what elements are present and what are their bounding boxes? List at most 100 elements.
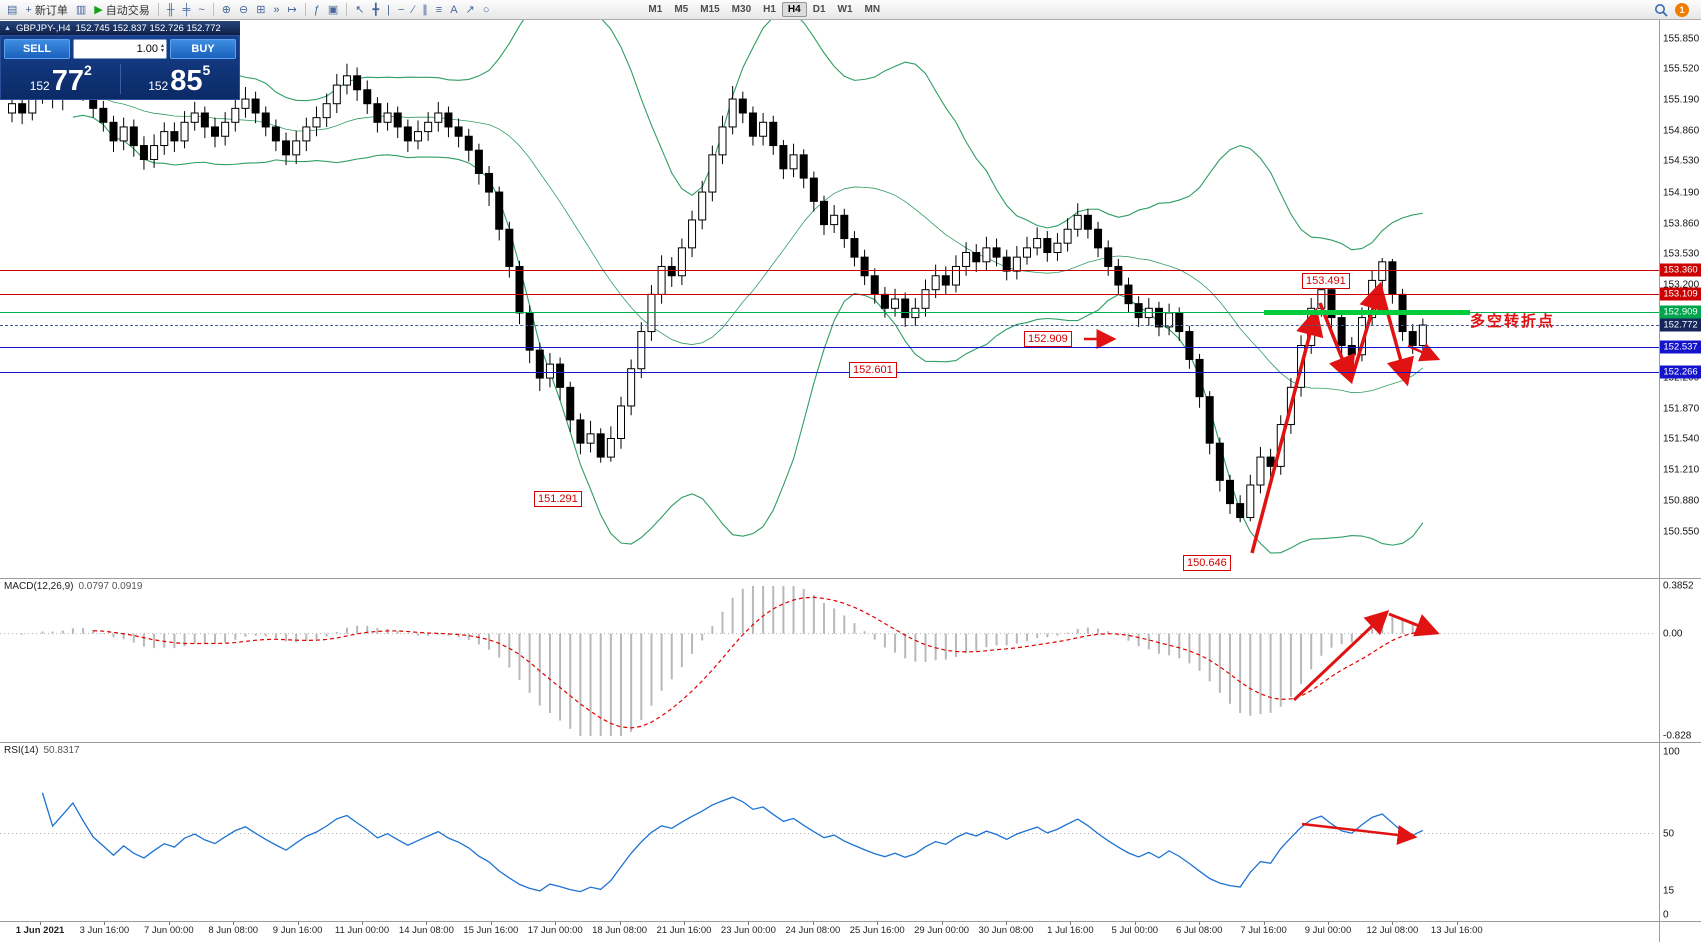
- time-axis-label: 8 Jun 08:00: [208, 925, 259, 936]
- price-axis-label: 154.530: [1663, 155, 1700, 167]
- crosshair-button[interactable]: ╋: [370, 2, 383, 18]
- price-axis-label: 151.870: [1663, 403, 1700, 415]
- main-macd-separator[interactable]: [0, 578, 1701, 579]
- price-label-152-909[interactable]: 152.909: [1024, 331, 1072, 347]
- channel-button[interactable]: ∥: [419, 2, 431, 18]
- rsi-axis-label: 15: [1663, 885, 1675, 897]
- tile-windows-icon: ⊞: [256, 3, 266, 16]
- objects-list-button[interactable]: ▣: [325, 2, 341, 18]
- zoom-in-button[interactable]: ⊕: [219, 2, 234, 18]
- tf-m5-button[interactable]: M5: [674, 4, 689, 15]
- price-label-153-491[interactable]: 153.491: [1302, 273, 1350, 289]
- vertical-line-button[interactable]: |: [384, 2, 393, 18]
- auto-scroll-button[interactable]: »: [270, 2, 282, 18]
- price-label-150-646[interactable]: 150.646: [1183, 555, 1231, 571]
- indicators-button[interactable]: ƒ: [311, 2, 323, 18]
- text-button[interactable]: A: [447, 2, 460, 18]
- auto-scroll-icon: »: [273, 3, 280, 16]
- macd-axis-label: 0.3852: [1663, 580, 1694, 592]
- volume-down-icon[interactable]: ▾: [160, 48, 164, 54]
- one-click-trading-panel: ▲ GBPJPY-,H4 152.745 152.837 152.726 152…: [0, 21, 240, 100]
- tf-m30-button[interactable]: M30: [731, 4, 752, 15]
- horizontal-line-object[interactable]: [0, 371, 1659, 373]
- tf-m1-button[interactable]: M1: [648, 4, 663, 15]
- new-chart-button[interactable]: ▤: [4, 2, 20, 18]
- arrow-tool-icon: ↗: [465, 3, 475, 16]
- tf-h4-button[interactable]: H4: [781, 2, 807, 17]
- toolbar-right-cluster: 1: [1654, 2, 1697, 17]
- notification-badge[interactable]: 1: [1675, 2, 1689, 17]
- horizontal-line-object[interactable]: [0, 293, 1659, 295]
- rsi-indicator: [0, 792, 1655, 893]
- price-axis-label: 153.860: [1663, 218, 1700, 230]
- time-axis-tick: [297, 921, 299, 925]
- turning-point-green-segment[interactable]: [1264, 309, 1470, 315]
- cursor-button[interactable]: ↖: [352, 2, 367, 18]
- zoom-in-icon: ⊕: [221, 3, 231, 16]
- line-chart-button[interactable]: ~: [195, 2, 207, 18]
- bull-bear-turning-point-note[interactable]: 多空转折点: [1470, 313, 1556, 330]
- time-axis-label: 6 Jul 08:00: [1175, 925, 1223, 936]
- chart-symbol-period: GBPJPY-,H4: [15, 22, 71, 34]
- panel-collapse-icon[interactable]: ▲: [4, 24, 11, 32]
- price-axis-label: 155.520: [1663, 63, 1700, 75]
- price-axis-label: 151.210: [1663, 464, 1700, 476]
- new-order-button[interactable]: + 新订单: [22, 2, 70, 18]
- horizontal-line-button[interactable]: −: [395, 2, 407, 18]
- price-axis-separator: [1659, 20, 1660, 942]
- tf-mn-button[interactable]: MN: [864, 4, 881, 15]
- tf-h1-button[interactable]: H1: [763, 4, 776, 15]
- time-axis-tick: [555, 921, 557, 925]
- one-click-sell-price[interactable]: 152 77 2: [4, 62, 118, 96]
- price-label-151-291[interactable]: 151.291: [534, 491, 582, 507]
- search-icon[interactable]: [1654, 3, 1668, 17]
- chart-shift-button[interactable]: ↦: [285, 2, 300, 18]
- zoom-out-button[interactable]: ⊖: [236, 2, 251, 18]
- price-label-152-601[interactable]: 152.601: [849, 362, 897, 378]
- time-axis-label: 21 Jun 16:00: [656, 925, 712, 936]
- horizontal-line-object[interactable]: [0, 270, 1659, 272]
- time-axis-label: 14 Jun 08:00: [398, 925, 454, 936]
- time-axis-tick: [619, 921, 621, 925]
- shapes-button[interactable]: ○: [480, 2, 493, 18]
- annotation-arrows: [1084, 281, 1441, 845]
- toolbar-separator: [304, 3, 306, 16]
- horizontal-line-object[interactable]: [0, 346, 1659, 348]
- sell-price-sup: 2: [84, 62, 92, 78]
- autotrading-button[interactable]: ▶ 自动交易: [91, 2, 152, 18]
- trendline-button[interactable]: ∕: [409, 2, 417, 18]
- tf-w1-button[interactable]: W1: [837, 4, 853, 15]
- tf-m15-button[interactable]: M15: [700, 4, 720, 15]
- time-axis-tick: [426, 921, 428, 925]
- price-axis-label: 151.540: [1663, 433, 1700, 445]
- price-axis-label: 153.200: [1663, 279, 1700, 291]
- time-axis-label: 13 Jul 16:00: [1430, 925, 1483, 936]
- profiles-button[interactable]: ▥: [73, 2, 89, 18]
- macd-label: MACD(12,26,9) 0.0797 0.0919: [4, 581, 143, 592]
- macd-rsi-separator[interactable]: [0, 742, 1701, 743]
- bar-chart-button[interactable]: ╫: [164, 2, 178, 18]
- price-axis-label: 155.850: [1663, 33, 1700, 45]
- candlestick-chart-icon: ╪: [182, 3, 191, 16]
- price-axis-label: 150.880: [1663, 495, 1700, 507]
- tf-d1-button[interactable]: D1: [812, 4, 826, 15]
- sell-button[interactable]: SELL: [4, 39, 70, 59]
- time-axis-tick: [684, 921, 685, 925]
- candlestick-chart-button[interactable]: ╪: [180, 2, 194, 18]
- one-click-buy-price[interactable]: 152 85 5: [123, 62, 237, 96]
- arrow-tool-button[interactable]: ↗: [463, 2, 478, 18]
- bollinger-bands: [72, 0, 1424, 554]
- time-axis-tick: [812, 921, 814, 925]
- time-axis-label: 1 Jun 2021: [15, 925, 65, 936]
- chart-title-bar: ▲ GBPJPY-,H4 152.745 152.837 152.726 152…: [0, 21, 240, 35]
- cursor-icon: ↖: [355, 3, 365, 16]
- text-icon: A: [450, 3, 458, 16]
- toolbar-separator: [346, 3, 348, 16]
- time-axis-label: 7 Jul 16:00: [1240, 925, 1287, 936]
- tile-windows-button[interactable]: ⊞: [253, 2, 268, 18]
- time-axis-tick: [1006, 921, 1007, 925]
- price-tag-152-772: 152.772: [1660, 318, 1701, 332]
- fibonacci-button[interactable]: ≡: [433, 2, 445, 18]
